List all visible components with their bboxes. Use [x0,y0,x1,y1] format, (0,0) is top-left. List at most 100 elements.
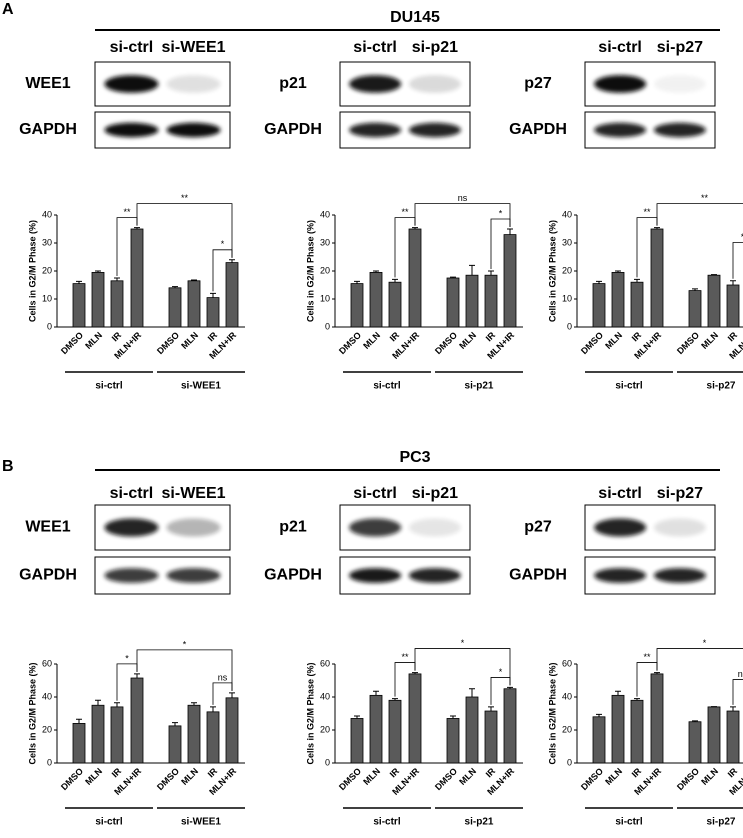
error-bar [76,280,82,284]
y-tick-label: 60 [42,658,52,668]
significance-bracket [414,648,511,686]
significance-label: ** [401,652,409,662]
significance-label: ns [738,669,743,679]
blot-row-label: WEE1 [25,75,70,92]
y-axis-label: Cells in G2/M Phase (%) [547,662,557,764]
error-bar [229,259,235,263]
error-bar [469,264,475,276]
y-axis-label: Cells in G2/M Phase (%) [547,220,557,322]
bar [130,228,144,328]
blot-band [349,568,402,583]
bar [650,673,664,764]
x-tick-label: DMSO [155,766,181,792]
bar [350,283,364,328]
bar [369,694,383,764]
bar [72,723,86,764]
x-tick-label: IR [484,766,498,780]
bar [168,725,182,764]
condition-label: si-WEE1 [162,39,226,56]
error-bar [229,692,235,698]
error-bar [634,278,640,283]
bar [611,271,625,328]
error-bar [615,690,621,696]
y-tick-label: 40 [320,209,330,219]
error-bar [412,672,418,674]
y-axis-label: Cells in G2/M Phase (%) [27,662,37,764]
condition-label: si-p21 [412,485,458,502]
y-tick-label: 40 [42,691,52,701]
y-tick-label: 60 [562,658,572,668]
significance-label: * [499,667,503,677]
x-tick-label: DMSO [675,330,701,356]
blot-band [104,518,159,537]
x-tick-label: DMSO [675,766,701,792]
error-bar [210,706,216,712]
group-label: si-ctrl [615,381,642,392]
y-tick-label: 30 [42,237,52,247]
error-bar [450,276,456,278]
bar [465,274,479,328]
blot-band [349,122,402,138]
error-bar [191,702,197,706]
y-axis-label: Cells in G2/M Phase (%) [305,662,315,764]
blot-row-label: WEE1 [25,519,70,536]
error-bar [392,278,398,283]
group-label: si-WEE1 [181,381,221,392]
x-tick-label: MLN [361,766,382,787]
blot-row-label: p21 [279,75,307,92]
bar [225,697,239,764]
bar [592,283,606,328]
bar [369,271,383,328]
y-tick-label: 0 [47,321,52,331]
condition-label: si-ctrl [353,39,397,56]
blot-band [653,518,706,537]
bar [465,696,479,764]
blot-band [408,518,461,537]
bar [110,280,124,328]
significance-label: ** [643,207,651,217]
x-tick-label: MLN [83,766,104,787]
y-tick-label: 0 [47,757,52,767]
blot-band [408,75,461,93]
error-bar [210,292,216,298]
bar [611,694,625,764]
blot-row-label: p21 [279,519,307,536]
blot-row-label: p27 [524,75,552,92]
y-tick-label: 10 [562,293,572,303]
error-bar [450,715,456,719]
bar [484,710,498,764]
error-bar [354,715,360,719]
x-tick-label: MLN [699,330,720,351]
error-bar [596,713,602,717]
bar [91,271,105,328]
significance-bracket [490,218,511,269]
bar [91,704,105,764]
blot-band [653,122,706,138]
error-bar [412,227,418,229]
bar [72,283,86,328]
significance-bracket [656,203,743,226]
y-tick-label: 0 [567,757,572,767]
bar [630,699,644,764]
blot-band [408,568,461,583]
blot-row-label: GAPDH [509,567,567,584]
group-label: si-p21 [465,381,494,392]
condition-label: si-ctrl [598,39,642,56]
x-tick-label: MLN [603,766,624,787]
cell-line-title: PC3 [399,449,430,466]
error-bar [488,706,494,712]
error-bar [95,699,101,706]
x-tick-label: IR [726,766,740,780]
significance-label: * [125,653,129,663]
x-tick-label: MLN [603,330,624,351]
error-bar [134,673,140,679]
blot-band [594,75,647,93]
y-tick-label: 40 [562,691,572,701]
condition-label: si-ctrl [598,485,642,502]
y-tick-label: 0 [325,321,330,331]
x-tick-label: DMSO [579,330,605,356]
condition-label: si-p21 [412,39,458,56]
x-tick-label: DMSO [155,330,181,356]
significance-bracket [732,242,743,279]
x-tick-label: MLN [699,766,720,787]
